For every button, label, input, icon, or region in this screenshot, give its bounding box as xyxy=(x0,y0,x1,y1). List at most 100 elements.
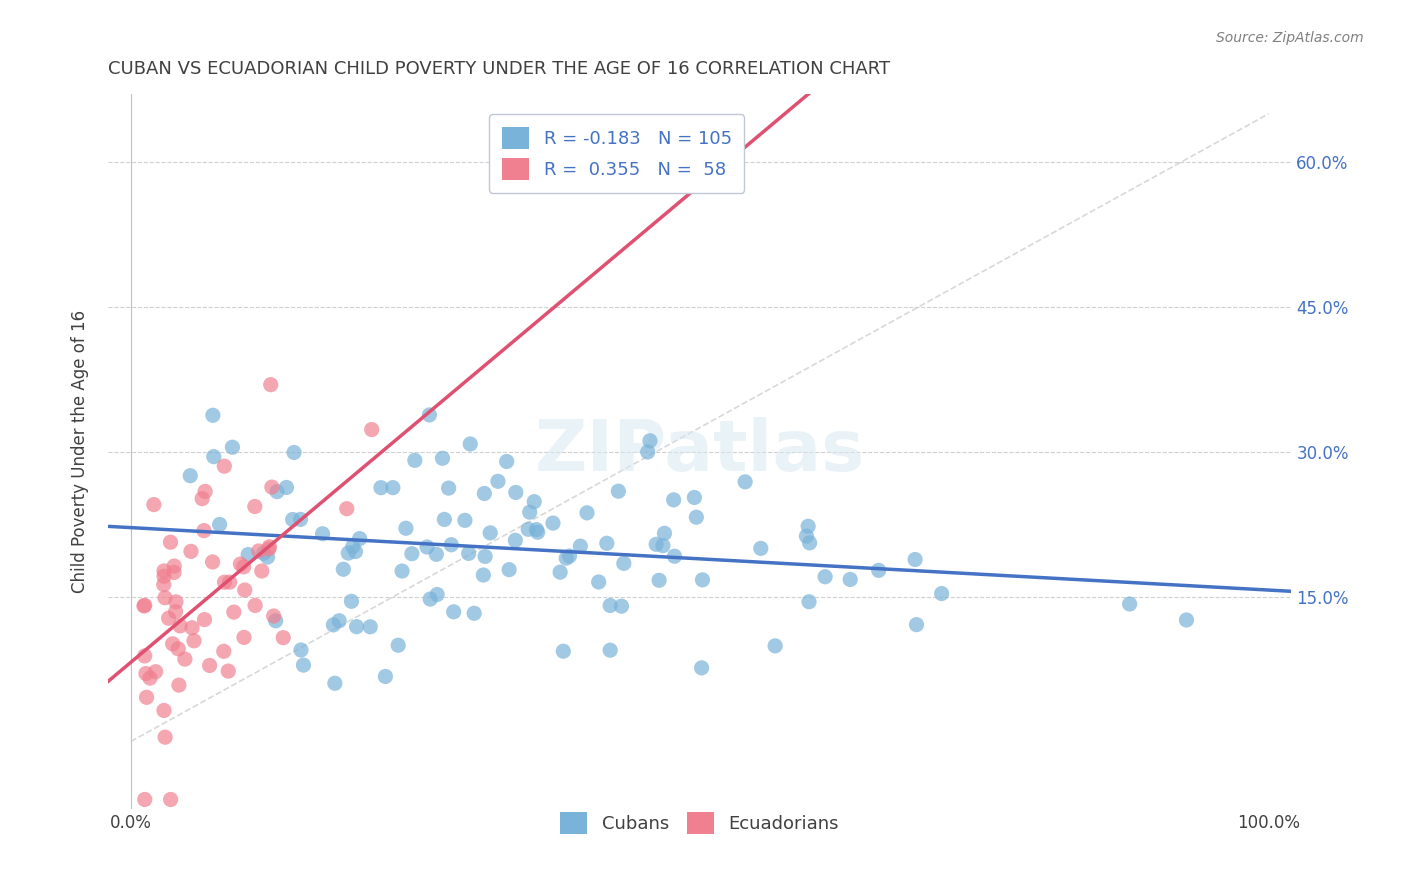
Point xyxy=(247,544,270,558)
Point xyxy=(645,537,668,551)
Point xyxy=(165,605,187,619)
Text: CUBAN VS ECUADORIAN CHILD POVERTY UNDER THE AGE OF 16 CORRELATION CHART: CUBAN VS ECUADORIAN CHILD POVERTY UNDER … xyxy=(108,60,890,78)
Point xyxy=(191,491,214,506)
Point xyxy=(142,498,165,512)
Point xyxy=(222,605,245,619)
Point xyxy=(243,599,266,613)
Point xyxy=(162,637,184,651)
Point xyxy=(290,512,312,526)
Point xyxy=(135,690,157,705)
Point xyxy=(201,555,224,569)
Point xyxy=(416,540,439,554)
Point xyxy=(153,569,176,583)
Point xyxy=(599,643,621,657)
Point xyxy=(401,547,423,561)
Point xyxy=(163,566,186,580)
Point xyxy=(638,434,661,448)
Point xyxy=(523,494,546,508)
Point xyxy=(263,609,285,624)
Point xyxy=(1175,613,1198,627)
Point xyxy=(526,525,548,540)
Point xyxy=(233,631,256,645)
Point xyxy=(360,423,382,437)
Y-axis label: Child Poverty Under the Age of 16: Child Poverty Under the Age of 16 xyxy=(72,310,89,593)
Point xyxy=(179,468,201,483)
Point xyxy=(257,541,280,556)
Point xyxy=(685,510,707,524)
Point xyxy=(763,639,786,653)
Point xyxy=(169,619,191,633)
Point xyxy=(607,484,630,499)
Point xyxy=(662,492,685,507)
Point xyxy=(181,621,204,635)
Point xyxy=(229,557,252,571)
Point xyxy=(931,586,953,600)
Point xyxy=(797,595,820,609)
Point xyxy=(457,546,479,560)
Point xyxy=(174,652,197,666)
Point xyxy=(553,644,575,658)
Point xyxy=(153,703,176,717)
Point xyxy=(232,560,254,574)
Point xyxy=(167,641,190,656)
Point xyxy=(153,564,176,578)
Point xyxy=(839,573,862,587)
Point xyxy=(541,516,564,530)
Point xyxy=(1118,597,1140,611)
Point xyxy=(374,669,396,683)
Point xyxy=(359,620,381,634)
Point xyxy=(183,633,205,648)
Point xyxy=(221,440,243,454)
Point xyxy=(266,484,288,499)
Point xyxy=(135,666,157,681)
Point xyxy=(443,605,465,619)
Text: Source: ZipAtlas.com: Source: ZipAtlas.com xyxy=(1216,31,1364,45)
Point xyxy=(391,564,413,578)
Point xyxy=(426,587,449,601)
Point xyxy=(498,563,520,577)
Point xyxy=(193,613,215,627)
Point xyxy=(463,607,485,621)
Point xyxy=(214,459,236,474)
Point xyxy=(134,599,156,613)
Point xyxy=(454,513,477,527)
Point xyxy=(134,792,156,806)
Point xyxy=(322,618,344,632)
Point xyxy=(734,475,756,489)
Point xyxy=(253,546,276,560)
Point xyxy=(163,559,186,574)
Point xyxy=(904,552,927,566)
Point xyxy=(342,540,364,554)
Point xyxy=(905,617,928,632)
Point xyxy=(637,445,659,459)
Point xyxy=(517,522,540,536)
Point xyxy=(472,486,495,500)
Point xyxy=(569,539,592,553)
Point xyxy=(214,575,236,590)
Point xyxy=(440,538,463,552)
Point xyxy=(212,644,235,658)
Point xyxy=(596,536,619,550)
Point xyxy=(139,671,162,685)
Point xyxy=(336,501,359,516)
Point xyxy=(433,512,456,526)
Point xyxy=(425,547,447,561)
Point xyxy=(868,563,890,577)
Point xyxy=(236,548,259,562)
Point xyxy=(432,451,454,466)
Point xyxy=(683,491,706,505)
Text: ZIPatlas: ZIPatlas xyxy=(534,417,865,486)
Point xyxy=(259,540,281,554)
Point xyxy=(311,526,333,541)
Point xyxy=(690,661,713,675)
Point xyxy=(198,658,221,673)
Point xyxy=(283,445,305,459)
Point xyxy=(610,599,633,614)
Point xyxy=(814,570,837,584)
Point xyxy=(194,484,217,499)
Point xyxy=(250,564,273,578)
Point xyxy=(495,454,517,468)
Point xyxy=(264,614,287,628)
Point xyxy=(233,582,256,597)
Point xyxy=(281,512,304,526)
